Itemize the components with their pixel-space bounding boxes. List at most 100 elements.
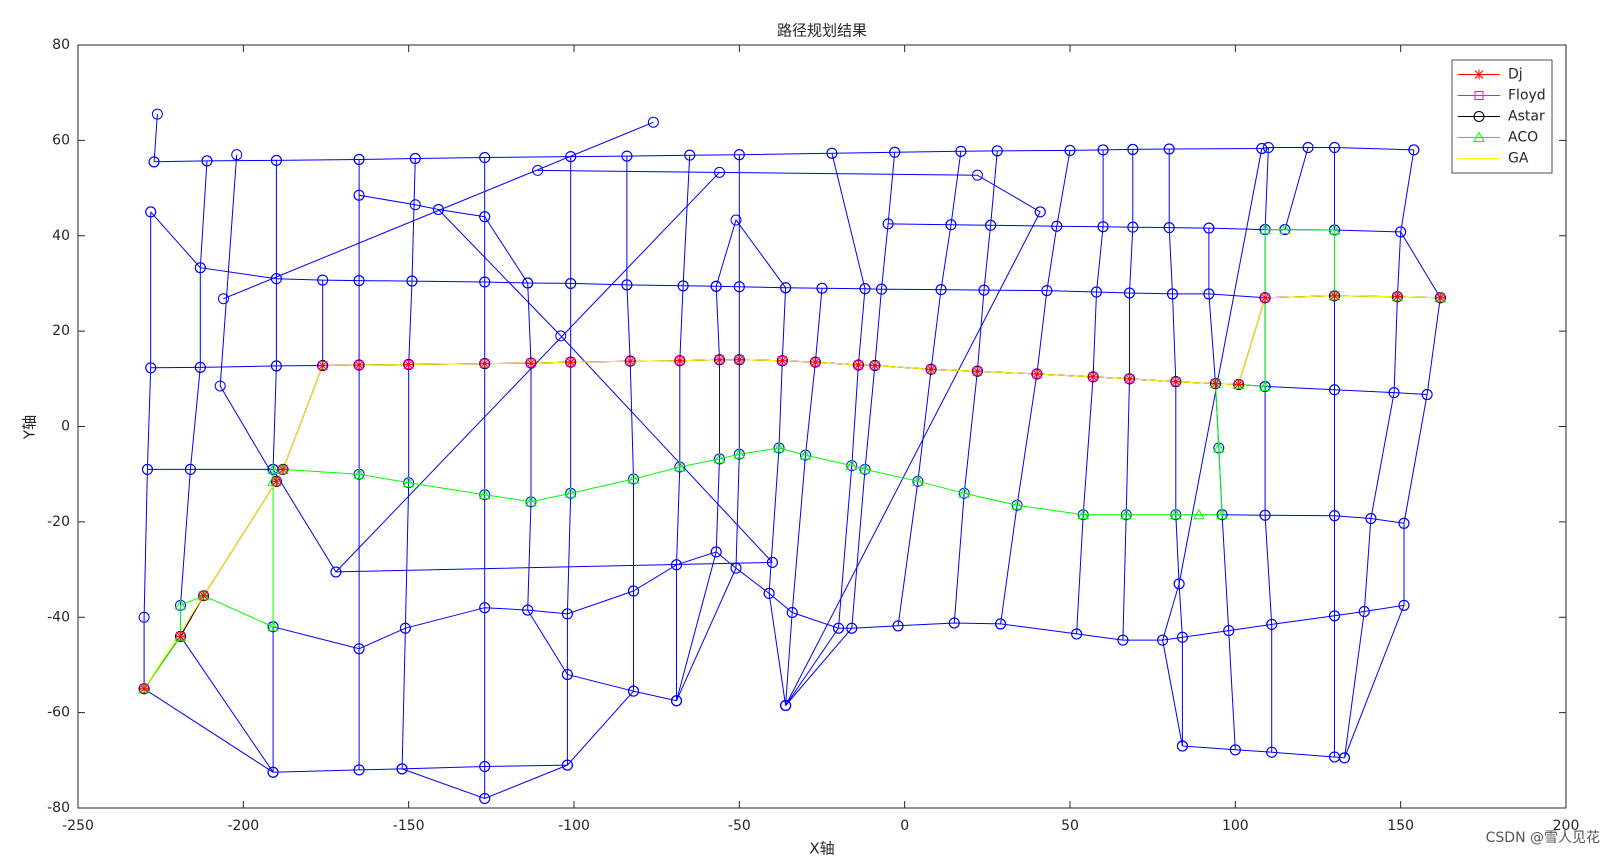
marker-triangle	[353, 468, 365, 479]
legend-marker-group	[1474, 69, 1484, 80]
marker-star	[972, 366, 983, 377]
marker-circle	[1097, 144, 1109, 156]
marker-circle	[1329, 384, 1341, 396]
marker-circle	[561, 668, 573, 680]
marker-circle	[145, 362, 157, 374]
marker-star	[1260, 292, 1271, 303]
marker-triangle	[1212, 441, 1225, 453]
marker-circle	[201, 155, 213, 167]
marker-circle	[1041, 285, 1053, 297]
marker-triangle	[1169, 508, 1182, 520]
marker-star	[1170, 376, 1181, 387]
network-edge	[180, 160, 208, 606]
network-edge	[1122, 149, 1134, 641]
marker-triangle	[1120, 508, 1133, 520]
network-edge	[953, 150, 998, 624]
marker-circle	[330, 566, 342, 578]
marker-circle	[522, 277, 534, 289]
marker-star	[526, 358, 537, 369]
marker-triangle	[1259, 223, 1271, 235]
network-edge	[401, 158, 416, 769]
legend-label: ACO	[1508, 130, 1538, 146]
marker-circle	[935, 284, 947, 296]
marker-triangle	[1216, 508, 1228, 520]
marker-circle	[846, 622, 858, 634]
network-edge	[1344, 149, 1415, 758]
marker-circle	[1259, 509, 1271, 521]
marker-triangle	[525, 495, 537, 507]
marker-circle	[1167, 288, 1179, 300]
x-tick-label: 0	[900, 818, 909, 834]
marker-circle	[522, 604, 534, 616]
marker-circle	[786, 606, 798, 618]
y-tick-label: 80	[52, 37, 70, 53]
marker-circle	[1388, 387, 1400, 399]
marker-circle	[1097, 221, 1109, 233]
legend-marker	[1474, 69, 1484, 80]
marker-circle	[1266, 618, 1278, 630]
marker-circle	[713, 166, 725, 178]
marker-circle	[138, 611, 150, 623]
marker-circle	[1117, 634, 1129, 646]
marker-circle	[1338, 752, 1350, 764]
marker-circle	[1127, 143, 1139, 155]
plot-layer	[138, 108, 1447, 804]
marker-circle	[194, 361, 206, 373]
marker-triangle	[1011, 499, 1023, 510]
marker-circle	[1071, 628, 1083, 640]
network-edge	[272, 551, 1405, 650]
marker-circle	[217, 293, 229, 305]
marker-circle	[151, 108, 163, 120]
marker-star	[777, 355, 788, 366]
marker-circle	[859, 283, 871, 295]
marker-circle	[184, 463, 196, 475]
marker-star	[1329, 290, 1340, 301]
marker-triangle	[912, 475, 924, 486]
legend-marker	[1473, 111, 1485, 122]
marker-circle	[194, 262, 206, 274]
marker-star	[479, 358, 490, 369]
marker-circle	[945, 219, 957, 231]
marker-triangle	[1328, 223, 1341, 235]
marker-triangle	[402, 476, 415, 488]
marker-circle	[1051, 220, 1063, 232]
marker-circle	[955, 145, 967, 157]
marker-circle	[971, 169, 983, 181]
marker-star	[1031, 369, 1042, 380]
marker-circle	[621, 279, 633, 291]
marker-triangle	[478, 488, 491, 500]
marker-star	[810, 357, 821, 368]
marker-circle	[1157, 634, 1169, 646]
legend-marker	[1473, 131, 1485, 142]
marker-star	[1210, 378, 1221, 389]
marker-circle	[1064, 144, 1076, 156]
x-tick-label: -150	[393, 818, 425, 834]
network-edge	[626, 156, 634, 692]
marker-circle	[985, 219, 997, 231]
marker-star	[734, 354, 745, 365]
y-tick-label: 20	[52, 323, 70, 339]
marker-circle	[1034, 206, 1046, 218]
marker-star	[317, 360, 328, 371]
marker-triangle	[1279, 223, 1291, 235]
chart-title: 路径规划结果	[777, 22, 867, 40]
x-tick-label: -250	[62, 818, 94, 834]
marker-triangle	[733, 448, 746, 459]
marker-star	[1088, 371, 1099, 382]
marker-circle	[270, 360, 282, 372]
marker-circle	[1262, 142, 1274, 154]
marker-circle	[1266, 746, 1278, 758]
marker-circle	[353, 275, 365, 287]
network-edge	[785, 211, 1041, 706]
x-tick-label: 100	[1222, 818, 1249, 834]
network-edge	[537, 169, 1041, 213]
marker-circle	[621, 150, 633, 162]
marker-circle	[148, 156, 160, 168]
x-tick-label: 150	[1387, 818, 1414, 834]
marker-circle	[353, 643, 365, 655]
marker-circle	[1329, 610, 1341, 622]
marker-star	[1124, 373, 1135, 384]
marker-star	[139, 683, 150, 694]
